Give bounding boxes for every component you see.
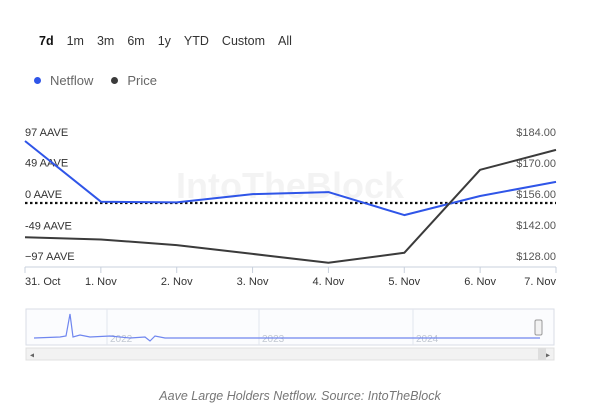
- legend-item-netflow[interactable]: Netflow: [34, 73, 93, 88]
- range-selector: 7d 1m 3m 6m 1y YTD Custom All: [34, 32, 300, 50]
- x-tick-label: 6. Nov: [464, 276, 496, 288]
- x-tick-label: 1. Nov: [85, 276, 117, 288]
- y-right-tick-label: $142.00: [516, 220, 556, 232]
- x-tick-label: 4. Nov: [313, 276, 345, 288]
- range-button-7d[interactable]: 7d: [39, 34, 54, 48]
- navigator-area: [25, 308, 555, 346]
- x-tick-label: 5. Nov: [388, 276, 420, 288]
- range-button-custom[interactable]: Custom: [221, 34, 265, 48]
- legend-label: Netflow: [50, 73, 94, 88]
- figure-caption: Aave Large Holders Netflow. Source: Into…: [159, 389, 441, 403]
- series-line-price: [24, 148, 557, 264]
- range-button-all[interactable]: All: [278, 34, 292, 48]
- range-button-1y[interactable]: 1y: [157, 34, 171, 48]
- circle-dot-icon: [111, 77, 119, 84]
- y-right-tick-label: $156.00: [516, 189, 556, 201]
- navigator[interactable]: 2022 2023 2024 ◂ ▸: [25, 308, 555, 361]
- range-button-ytd[interactable]: YTD: [183, 34, 209, 48]
- y-right-tick-label: $184.00: [516, 127, 556, 139]
- x-tick-label: 2. Nov: [161, 276, 193, 288]
- navigator-year-label: 2022: [110, 334, 133, 345]
- watermark-text: IntoTheBlock: [176, 165, 405, 206]
- y-right-tick-label: $128.00: [516, 251, 556, 263]
- y-left-tick-label: -49 AAVE: [25, 220, 72, 232]
- x-tick-label: 7. Nov: [524, 276, 556, 288]
- navigator-sparkline: [33, 313, 540, 342]
- series-line-netflow: [24, 140, 557, 217]
- chart-legend: Netflow Price: [34, 73, 157, 88]
- scrollbar-track[interactable]: [25, 347, 555, 361]
- legend-item-price[interactable]: Price: [111, 73, 157, 88]
- scrollbar-thumb[interactable]: [538, 348, 546, 360]
- range-button-1m[interactable]: 1m: [66, 34, 84, 48]
- navigator-handle[interactable]: [534, 319, 543, 336]
- y-left-tick-label: 97 AAVE: [25, 127, 68, 139]
- range-button-3m[interactable]: 3m: [96, 34, 115, 48]
- scroll-left-arrow-icon: ◂: [30, 351, 34, 360]
- circle-dot-icon: [34, 77, 41, 84]
- x-tick-label: 31. Oct: [25, 276, 60, 288]
- y-right-tick-label: $170.00: [516, 158, 556, 170]
- y-left-tick-label: 0 AAVE: [25, 189, 62, 201]
- range-button-6m[interactable]: 6m: [127, 34, 145, 48]
- y-left-tick-label: −97 AAVE: [25, 251, 75, 263]
- scroll-right-arrow-icon: ▸: [546, 351, 550, 360]
- x-tick-label: 3. Nov: [237, 276, 269, 288]
- legend-label: Price: [127, 73, 157, 88]
- navigator-year-label: 2023: [262, 334, 285, 345]
- navigator-year-label: 2024: [416, 334, 439, 345]
